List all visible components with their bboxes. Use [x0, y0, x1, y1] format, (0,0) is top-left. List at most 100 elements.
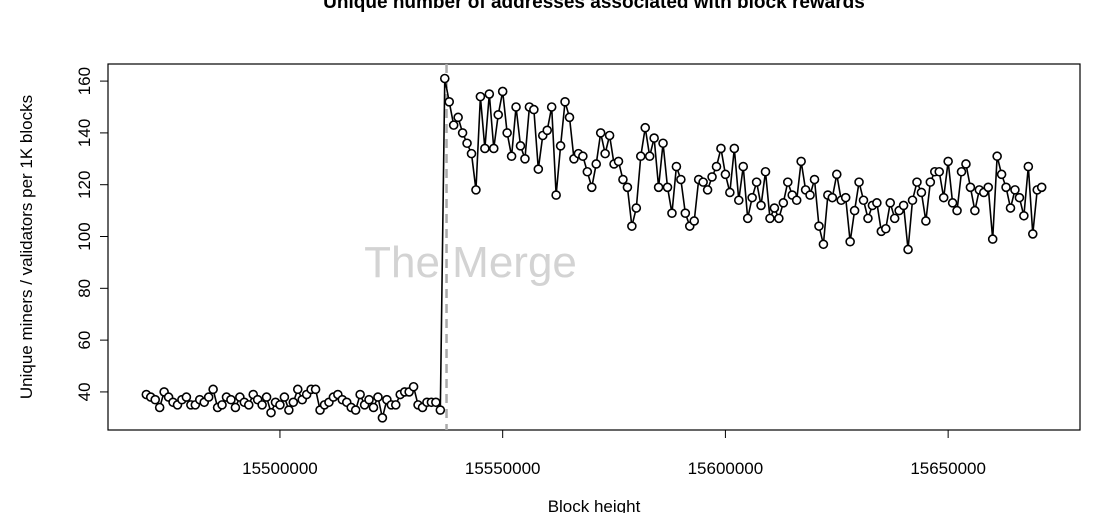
- y-tick-label: 100: [75, 222, 94, 250]
- point: [889, 213, 900, 224]
- point: [261, 392, 272, 402]
- point: [373, 392, 383, 402]
- point: [765, 213, 775, 224]
- point: [934, 166, 945, 177]
- point: [760, 166, 771, 177]
- point: [217, 400, 227, 410]
- point: [996, 169, 1007, 180]
- point: [805, 190, 815, 200]
- point: [956, 166, 967, 177]
- point: [310, 384, 321, 395]
- point: [747, 192, 757, 203]
- point: [1005, 203, 1016, 213]
- x-axis-label: Block height: [548, 497, 641, 513]
- point: [809, 174, 820, 185]
- point: [631, 203, 642, 213]
- point: [355, 389, 365, 400]
- point: [484, 89, 495, 99]
- point: [947, 198, 958, 208]
- point: [733, 195, 744, 206]
- point: [992, 151, 1002, 162]
- point: [578, 151, 588, 162]
- point: [903, 244, 913, 255]
- point: [439, 73, 450, 84]
- y-tick-label: 60: [75, 331, 94, 350]
- point: [725, 187, 735, 198]
- point: [938, 192, 949, 203]
- y-tick-label: 120: [75, 171, 94, 199]
- point: [564, 112, 575, 123]
- point: [774, 213, 784, 224]
- point: [943, 156, 953, 167]
- point: [970, 205, 980, 216]
- point: [497, 86, 508, 97]
- point: [702, 185, 713, 195]
- point: [662, 182, 673, 193]
- point: [448, 120, 459, 130]
- y-tick-label: 80: [75, 279, 94, 298]
- point: [742, 213, 753, 224]
- point: [769, 203, 780, 213]
- point: [680, 208, 691, 218]
- point: [863, 213, 873, 224]
- point: [480, 143, 490, 154]
- point: [622, 182, 633, 193]
- point: [653, 182, 664, 193]
- y-tick-label: 40: [75, 382, 94, 401]
- point: [493, 109, 504, 120]
- point: [698, 177, 708, 187]
- point: [257, 400, 267, 410]
- x-tick-label: 15650000: [910, 459, 986, 478]
- point: [203, 392, 214, 402]
- point: [640, 122, 651, 133]
- point: [408, 381, 419, 392]
- point: [181, 392, 192, 402]
- point: [466, 148, 477, 159]
- point: [1014, 192, 1025, 203]
- point: [453, 112, 463, 123]
- point: [667, 208, 677, 218]
- point: [872, 198, 882, 208]
- point: [987, 234, 998, 244]
- point: [435, 405, 446, 415]
- point: [1027, 229, 1038, 239]
- point: [292, 384, 303, 395]
- plot-frame: [107, 63, 1081, 431]
- point: [635, 151, 646, 162]
- point: [618, 174, 628, 185]
- point: [1019, 210, 1029, 221]
- point: [738, 161, 749, 172]
- point: [515, 141, 526, 151]
- point: [1001, 182, 1011, 193]
- point: [1023, 161, 1034, 172]
- chart-title: Unique number of addresses associated wi…: [323, 0, 865, 13]
- point: [284, 405, 294, 415]
- point: [720, 169, 731, 180]
- point: [627, 221, 637, 231]
- point: [502, 128, 512, 138]
- point: [858, 195, 869, 206]
- point: [644, 151, 655, 162]
- point: [586, 182, 597, 193]
- point: [729, 143, 740, 154]
- point: [390, 400, 401, 410]
- point: [555, 141, 566, 151]
- point: [658, 138, 668, 149]
- point: [506, 151, 517, 162]
- point: [1010, 185, 1020, 195]
- point: [965, 182, 976, 193]
- point: [689, 216, 700, 226]
- point: [462, 138, 472, 149]
- point: [364, 394, 374, 405]
- point: [230, 402, 241, 413]
- point: [796, 156, 806, 167]
- point: [520, 154, 530, 164]
- point: [288, 397, 299, 408]
- point: [925, 177, 936, 187]
- y-tick-label: 140: [75, 119, 94, 147]
- y-axis-label: Unique miners / validators per 1K blocks: [17, 95, 36, 399]
- x-tick-label: 15500000: [242, 459, 318, 478]
- point: [983, 182, 994, 193]
- point: [952, 205, 962, 216]
- point: [916, 187, 927, 198]
